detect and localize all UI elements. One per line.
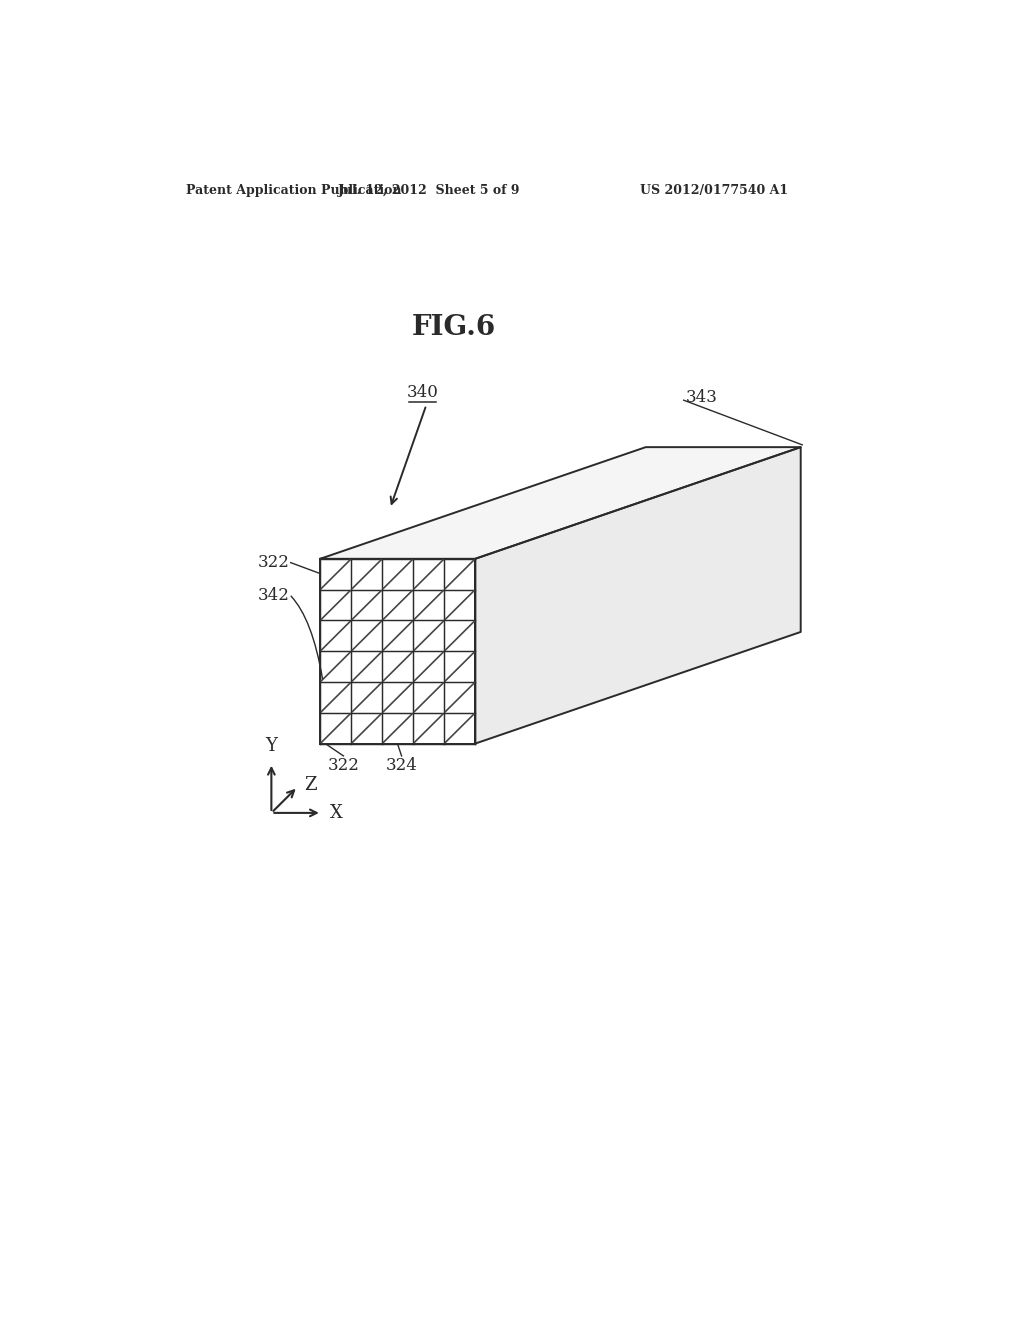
Polygon shape — [321, 558, 475, 743]
Polygon shape — [475, 447, 801, 743]
Text: FIG.6: FIG.6 — [412, 314, 496, 342]
Text: 340: 340 — [407, 384, 438, 401]
Text: 322: 322 — [257, 554, 289, 572]
Text: X: X — [330, 804, 342, 822]
Text: 322: 322 — [328, 756, 359, 774]
Text: Z: Z — [304, 776, 316, 795]
Polygon shape — [321, 447, 801, 558]
Text: US 2012/0177540 A1: US 2012/0177540 A1 — [640, 185, 787, 197]
Text: 343: 343 — [686, 388, 718, 405]
Text: Patent Application Publication: Patent Application Publication — [186, 185, 401, 197]
Text: Y: Y — [265, 737, 278, 755]
Text: 342: 342 — [257, 587, 289, 605]
Text: 324: 324 — [386, 756, 418, 774]
Text: Jul. 12, 2012  Sheet 5 of 9: Jul. 12, 2012 Sheet 5 of 9 — [338, 185, 520, 197]
